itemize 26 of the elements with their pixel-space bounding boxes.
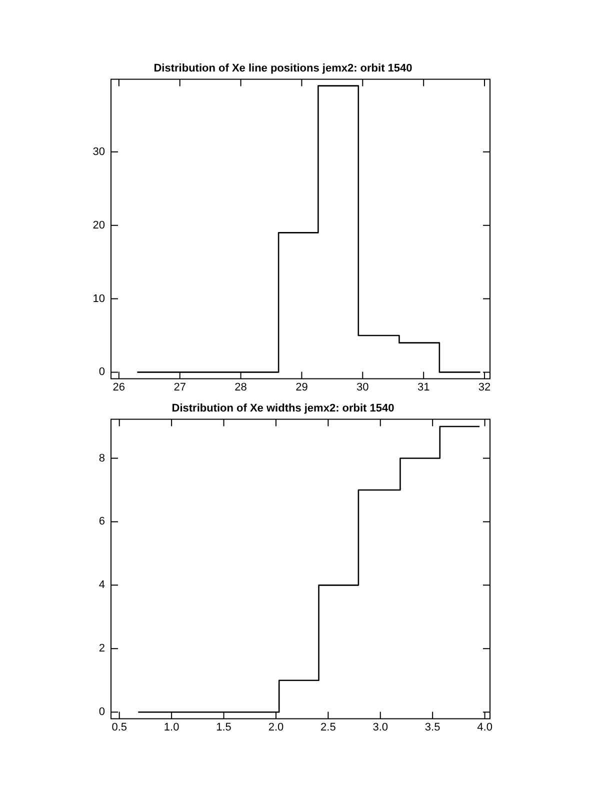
x-tick-label: 1.5: [216, 721, 232, 734]
y-tick-label: 6: [98, 516, 105, 528]
x-tick-label: 1.0: [164, 721, 180, 734]
x-tick-label: 3.0: [372, 721, 388, 734]
y-tick-label: 20: [92, 219, 105, 232]
y-tick-label: 0: [98, 706, 105, 718]
x-tick-label: 3.5: [424, 721, 440, 734]
y-tick-label: 2: [98, 642, 105, 655]
y-tick-label: 4: [98, 579, 105, 592]
x-tick-label: 29: [296, 381, 308, 394]
x-tick-label: 4.0: [477, 721, 492, 734]
chart-title: Distribution of Xe line positions jemx2: orbit 1540: [154, 62, 412, 75]
x-tick-label: 0.5: [112, 721, 127, 734]
x-tick-label: 2.0: [268, 721, 284, 734]
y-tick-label: 30: [92, 146, 105, 158]
x-tick-label: 2.5: [320, 721, 336, 734]
x-tick-label: 31: [417, 381, 430, 394]
x-tick-label: 30: [356, 381, 369, 394]
y-tick-label: 0: [98, 366, 105, 378]
y-tick-label: 8: [98, 452, 105, 464]
x-tick-label: 28: [234, 381, 247, 394]
x-tick-label: 32: [478, 381, 491, 394]
x-tick-label: 26: [112, 381, 126, 394]
chart-title: Distribution of Xe widths jemx2: orbit 1540: [172, 402, 394, 415]
y-tick-label: 10: [92, 292, 105, 305]
x-tick-label: 27: [174, 381, 186, 394]
